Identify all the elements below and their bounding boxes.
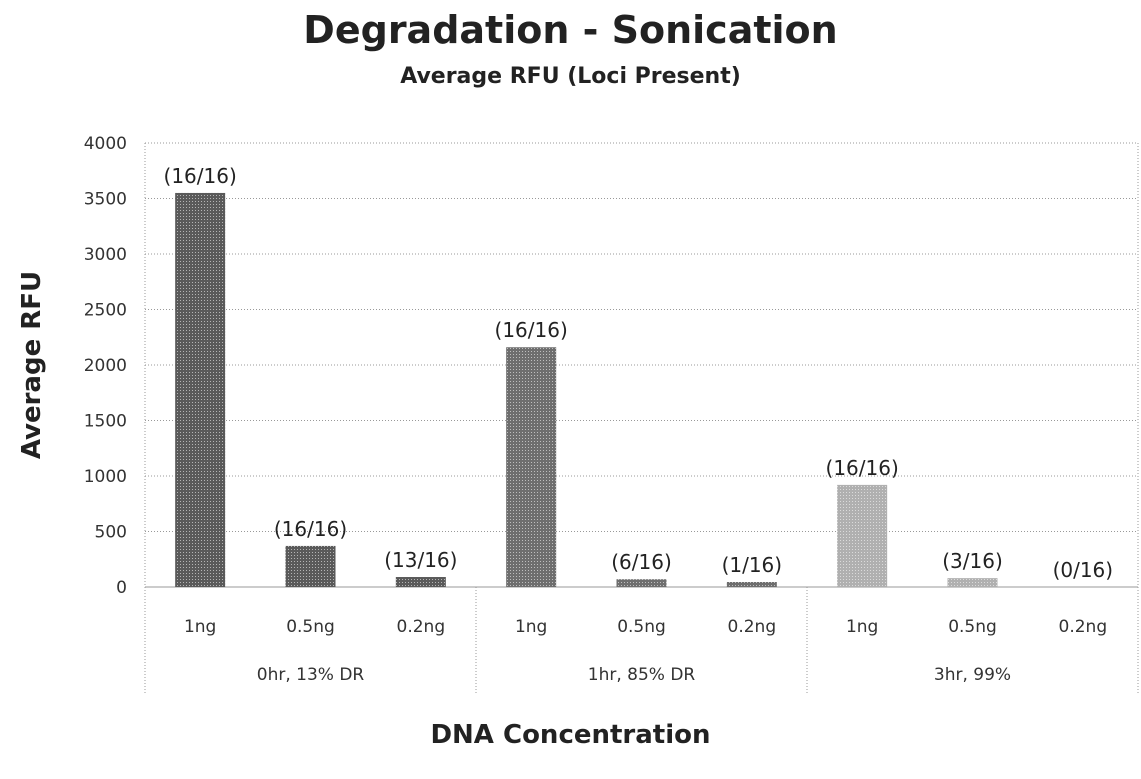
data-label: (16/16) — [495, 318, 568, 342]
group-label: 0hr, 13% DR — [257, 665, 365, 685]
bar — [506, 347, 556, 587]
bar — [286, 546, 336, 587]
y-tick-label: 0 — [116, 578, 127, 598]
y-tick-label: 4000 — [84, 134, 127, 154]
data-label: (16/16) — [826, 456, 899, 480]
bar — [727, 582, 777, 587]
bar — [396, 577, 446, 587]
x-tick-label: 1ng — [515, 617, 547, 637]
x-tick-label: 0.2ng — [1059, 617, 1108, 637]
bar — [175, 193, 225, 587]
y-tick-label: 3500 — [84, 190, 127, 210]
y-tick-label: 500 — [95, 523, 127, 543]
y-tick-label: 1500 — [84, 412, 127, 432]
x-tick-label: 0.5ng — [286, 617, 335, 637]
data-label: (1/16) — [722, 553, 783, 577]
data-label: (13/16) — [384, 548, 457, 572]
y-tick-label: 2500 — [84, 301, 127, 321]
data-label: (16/16) — [164, 164, 237, 188]
y-tick-label: 2000 — [84, 356, 127, 376]
data-label: (3/16) — [942, 549, 1003, 573]
x-tick-label: 1ng — [846, 617, 878, 637]
x-tick-label: 0.2ng — [397, 617, 446, 637]
x-axis-label: DNA Concentration — [0, 720, 1141, 750]
x-tick-label: 0.5ng — [948, 617, 997, 637]
data-label: (6/16) — [611, 550, 672, 574]
x-tick-label: 0.5ng — [617, 617, 666, 637]
x-tick-label: 1ng — [184, 617, 216, 637]
bar — [837, 485, 887, 587]
bar — [948, 578, 998, 587]
group-label: 1hr, 85% DR — [588, 665, 696, 685]
data-label: (16/16) — [274, 517, 347, 541]
group-label: 3hr, 99% — [934, 665, 1011, 685]
y-axis-label: Average RFU — [17, 271, 47, 459]
data-label: (0/16) — [1053, 558, 1114, 582]
y-tick-label: 1000 — [84, 467, 127, 487]
x-tick-label: 0.2ng — [728, 617, 777, 637]
bar — [617, 579, 667, 587]
y-tick-label: 3000 — [84, 245, 127, 265]
